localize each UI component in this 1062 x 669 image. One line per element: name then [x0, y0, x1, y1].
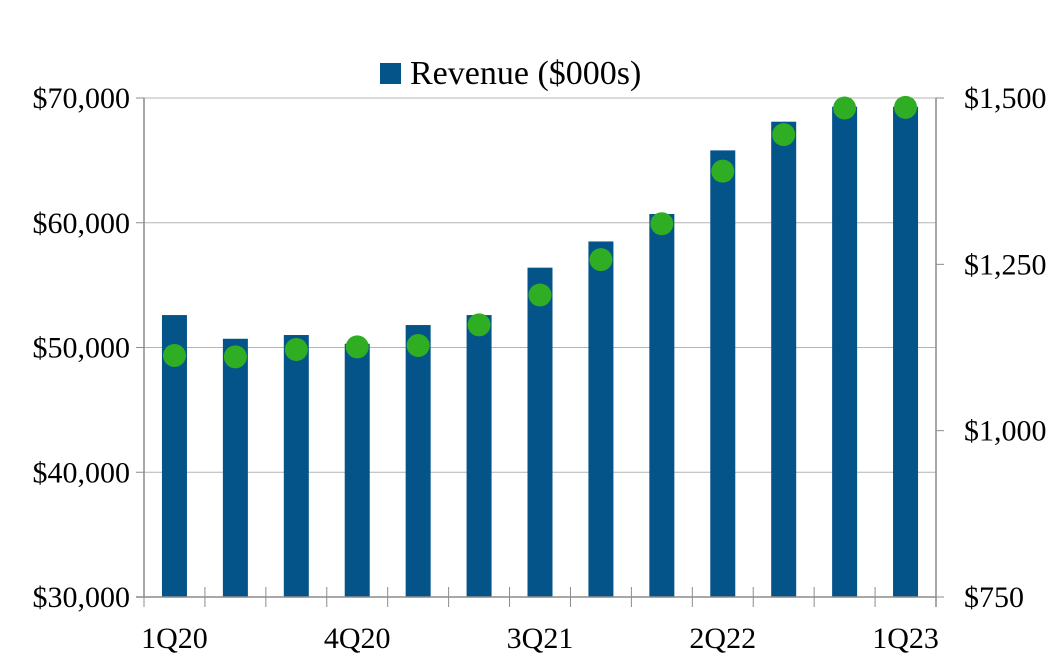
- revenue-bar: [710, 150, 736, 597]
- revenue-bar: [832, 106, 858, 598]
- legend: Revenue ($000s): [380, 55, 641, 92]
- y-right-tick-label: $750: [964, 581, 1024, 614]
- y-left-tick-label: $70,000: [33, 82, 131, 115]
- legend-swatch: [380, 63, 401, 84]
- scatter-point: [894, 95, 918, 119]
- scatter-point: [711, 159, 735, 183]
- x-tick-label: 2Q22: [689, 622, 756, 655]
- scatter-point: [650, 212, 674, 236]
- revenue-bars: [161, 106, 919, 598]
- scatter-point: [345, 335, 369, 359]
- y-left-tick-label: $30,000: [33, 581, 131, 614]
- revenue-bar: [466, 315, 492, 597]
- scatter-point: [467, 313, 491, 337]
- revenue-bar: [527, 267, 553, 597]
- scatter-point: [589, 248, 613, 272]
- revenue-bar: [771, 121, 797, 597]
- revenue-bar: [649, 214, 675, 597]
- x-tick-label: 4Q20: [324, 622, 391, 655]
- x-tick-label: 1Q20: [141, 622, 208, 655]
- revenue-bar: [405, 325, 431, 597]
- revenue-bar: [283, 335, 309, 597]
- revenue-bar: [344, 343, 370, 597]
- scatter-point: [162, 343, 186, 367]
- scatter-point: [223, 345, 247, 369]
- y-left-tick-label: $60,000: [33, 207, 131, 240]
- scatter-point: [833, 96, 857, 120]
- x-tick-label: 1Q23: [872, 622, 939, 655]
- scatter-point: [284, 337, 308, 361]
- y-left-tick-label: $40,000: [33, 456, 131, 489]
- y-right-tick-label: $1,000: [964, 415, 1047, 448]
- y-right-tick-label: $1,250: [964, 248, 1047, 281]
- axes: [136, 97, 944, 607]
- revenue-bar: [893, 106, 919, 598]
- scatter-point: [406, 334, 430, 358]
- legend-label: Revenue ($000s): [410, 55, 641, 92]
- scatter-point: [772, 123, 796, 147]
- y-right-tick-label: $1,500: [964, 82, 1047, 115]
- revenue-bar: [222, 338, 248, 597]
- revenue-bar: [588, 241, 614, 597]
- scatter-point: [528, 283, 552, 307]
- tick-labels: $30,000 $40,000 $50,000 $60,000 $70,000 $750 $…: [33, 82, 1047, 655]
- scatter-points: [162, 95, 918, 369]
- x-tick-label: 3Q21: [507, 622, 574, 655]
- y-left-tick-label: $50,000: [33, 332, 131, 365]
